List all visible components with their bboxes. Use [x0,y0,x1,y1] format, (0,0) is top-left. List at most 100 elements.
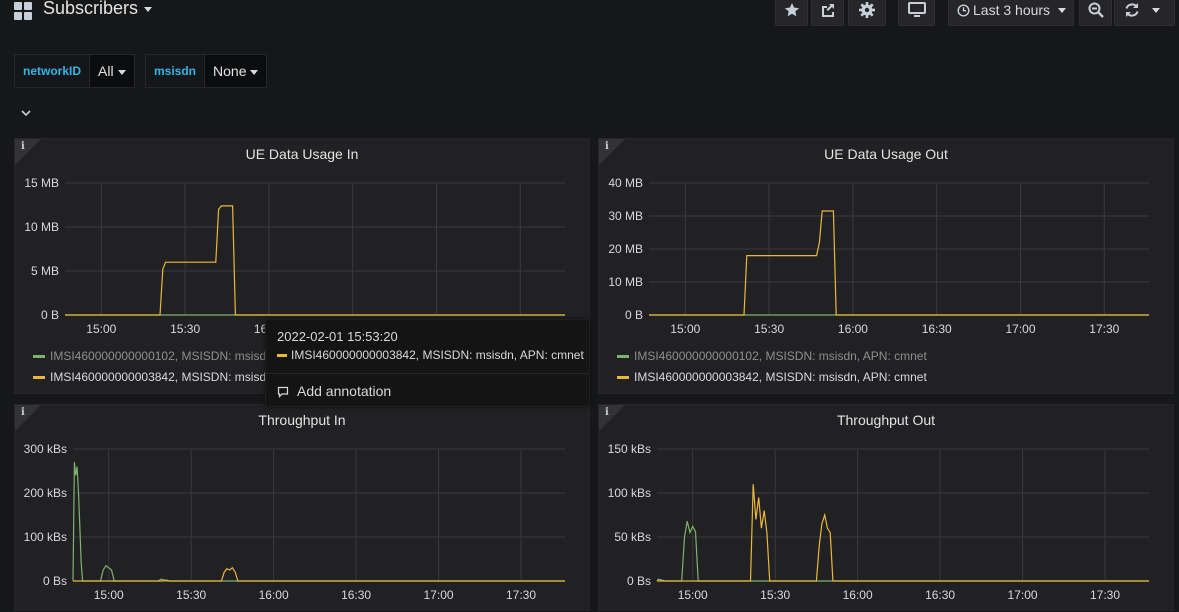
tooltip-time: 2022-02-01 15:53:20 [277,329,398,344]
dashboard-title: Subscribers [43,0,139,18]
panel-info-corner [599,139,625,165]
tooltip-series-row: IMSI460000000003842, MSISDN: msisdn, APN… [277,348,584,362]
x-tick-label: 16:30 [925,588,955,602]
variable-networkid-select[interactable]: All [90,54,135,88]
chevron-down-icon [250,69,259,75]
star-button[interactable] [775,0,808,26]
star-icon [784,3,799,17]
zoom-out-icon [1088,2,1104,18]
panel-title[interactable]: Throughput Out [836,412,936,428]
y-tick-label: 20 MB [608,242,643,256]
y-tick-label: 15 MB [24,176,59,190]
legend-swatch [617,376,629,380]
chart-svg[interactable]: 0 Bs 100 kBs 200 kBs 300 kBs 15:00 15:30 16:00… [15,405,591,612]
time-range-picker[interactable]: Last 3 hours [948,0,1074,26]
tooltip-divider [266,373,589,374]
panel-title[interactable]: UE Data Usage In [245,146,359,162]
y-tick-label: 200 kBs [24,486,67,500]
panel-info-corner [15,139,41,165]
gear-icon [859,2,875,18]
panel-title[interactable]: Throughput In [258,412,346,428]
y-tick-label: 150 kBs [608,442,651,456]
panel-throughput-out: i Throughput Out 0 Bs 50 kBs 100 kBs 150 kB… [598,404,1174,611]
legend-item[interactable]: IMSI460000000000102, MSISDN: msisdn, APN… [617,349,927,363]
y-tick-label: 0 B [41,308,59,322]
info-icon[interactable]: i [605,141,609,152]
monitor-icon [907,2,926,17]
x-tick-label: 16:00 [259,588,289,602]
y-tick-label: 0 Bs [43,574,67,588]
chevron-down-icon [1152,7,1160,13]
x-tick-label: 15:00 [94,588,124,602]
x-tick-label: 16:00 [838,322,868,336]
x-tick-label: 15:30 [170,322,200,336]
variable-label: networkID [14,54,91,88]
add-annotation-label: Add annotation [297,383,392,399]
info-icon[interactable]: i [605,407,609,418]
info-icon[interactable]: i [21,407,25,418]
legend-swatch [617,355,629,359]
y-tick-label: 5 MB [31,264,59,278]
chart-svg[interactable]: 0 B 10 MB 20 MB 30 MB 40 MB 15:00 15:30 16:00 16… [599,139,1175,395]
x-tick-label: 16:30 [922,322,952,336]
x-tick-label: 17:00 [424,588,454,602]
legend-item[interactable]: IMSI460000000003842, MSISDN: msisdn, APN… [617,370,927,384]
tooltip-series-label: IMSI460000000003842, MSISDN: msisdn, APN… [291,348,584,362]
add-annotation-button[interactable]: Add annotation [277,383,391,399]
x-tick-label: 16:00 [843,588,873,602]
y-tick-label: 10 MB [24,220,59,234]
chevron-down-icon [144,6,153,12]
y-tick-label: 30 MB [608,209,643,223]
dashboard-grid-icon[interactable] [14,2,32,20]
series-line [649,210,1149,316]
settings-button[interactable] [848,0,886,26]
x-tick-label: 15:00 [678,588,708,602]
x-tick-label: 16:30 [341,588,371,602]
y-tick-label: 300 kBs [24,442,67,456]
legend-swatch [33,376,45,380]
legend-label: IMSI460000000000102, MSISDN: msisdn, APN… [634,349,927,363]
x-tick-label: 17:30 [506,588,536,602]
panel-title[interactable]: UE Data Usage Out [824,146,948,162]
x-tick-label: 15:30 [176,588,206,602]
share-button[interactable] [811,0,844,26]
panel-info-corner [599,405,625,431]
row-collapse-chevron-icon[interactable] [20,108,32,118]
legend-label: IMSI460000000003842, MSISDN: msisdn, APN… [634,370,927,384]
variable-msisdn: msisdn None [145,54,268,88]
x-tick-label: 17:30 [1090,588,1120,602]
x-tick-label: 17:30 [1089,322,1119,336]
x-tick-label: 15:00 [86,322,116,336]
zoom-out-button[interactable] [1079,0,1112,26]
tooltip-swatch [277,354,287,358]
variable-msisdn-select[interactable]: None [205,54,268,88]
y-tick-label: 0 B [625,308,643,322]
variable-networkid: networkID All [14,54,135,88]
variable-value: None [213,63,247,79]
series-line [656,521,1149,582]
variable-label: msisdn [145,54,206,88]
chevron-down-icon [117,69,126,75]
x-tick-label: 15:30 [754,322,784,336]
y-tick-label: 40 MB [608,176,643,190]
share-icon [821,4,834,17]
graph-tooltip: 2022-02-01 15:53:20 IMSI460000000003842,… [265,319,590,407]
refresh-button[interactable] [1114,0,1175,26]
dashboard-title-picker[interactable]: Subscribers [43,0,153,19]
y-tick-label: 50 kBs [614,530,651,544]
info-icon[interactable]: i [21,141,25,152]
x-tick-label: 17:00 [1005,322,1035,336]
series-line [72,462,565,582]
y-tick-label: 10 MB [608,275,643,289]
top-navbar: Subscribers Last 3 hours [0,0,1179,28]
chart-svg[interactable]: 0 Bs 50 kBs 100 kBs 150 kBs 15:00 15:30 16:00 1… [599,405,1175,612]
legend-swatch [33,355,45,359]
tv-mode-button[interactable] [898,0,935,26]
x-tick-label: 15:00 [670,322,700,336]
panel-throughput-in: i Throughput In 0 Bs 100 kBs 200 kBs 300 kB… [14,404,590,611]
y-tick-label: 100 kBs [608,486,651,500]
series-line [73,566,565,582]
y-tick-label: 100 kBs [24,530,67,544]
chevron-down-icon [1058,7,1067,13]
time-range-label: Last 3 hours [973,2,1051,18]
